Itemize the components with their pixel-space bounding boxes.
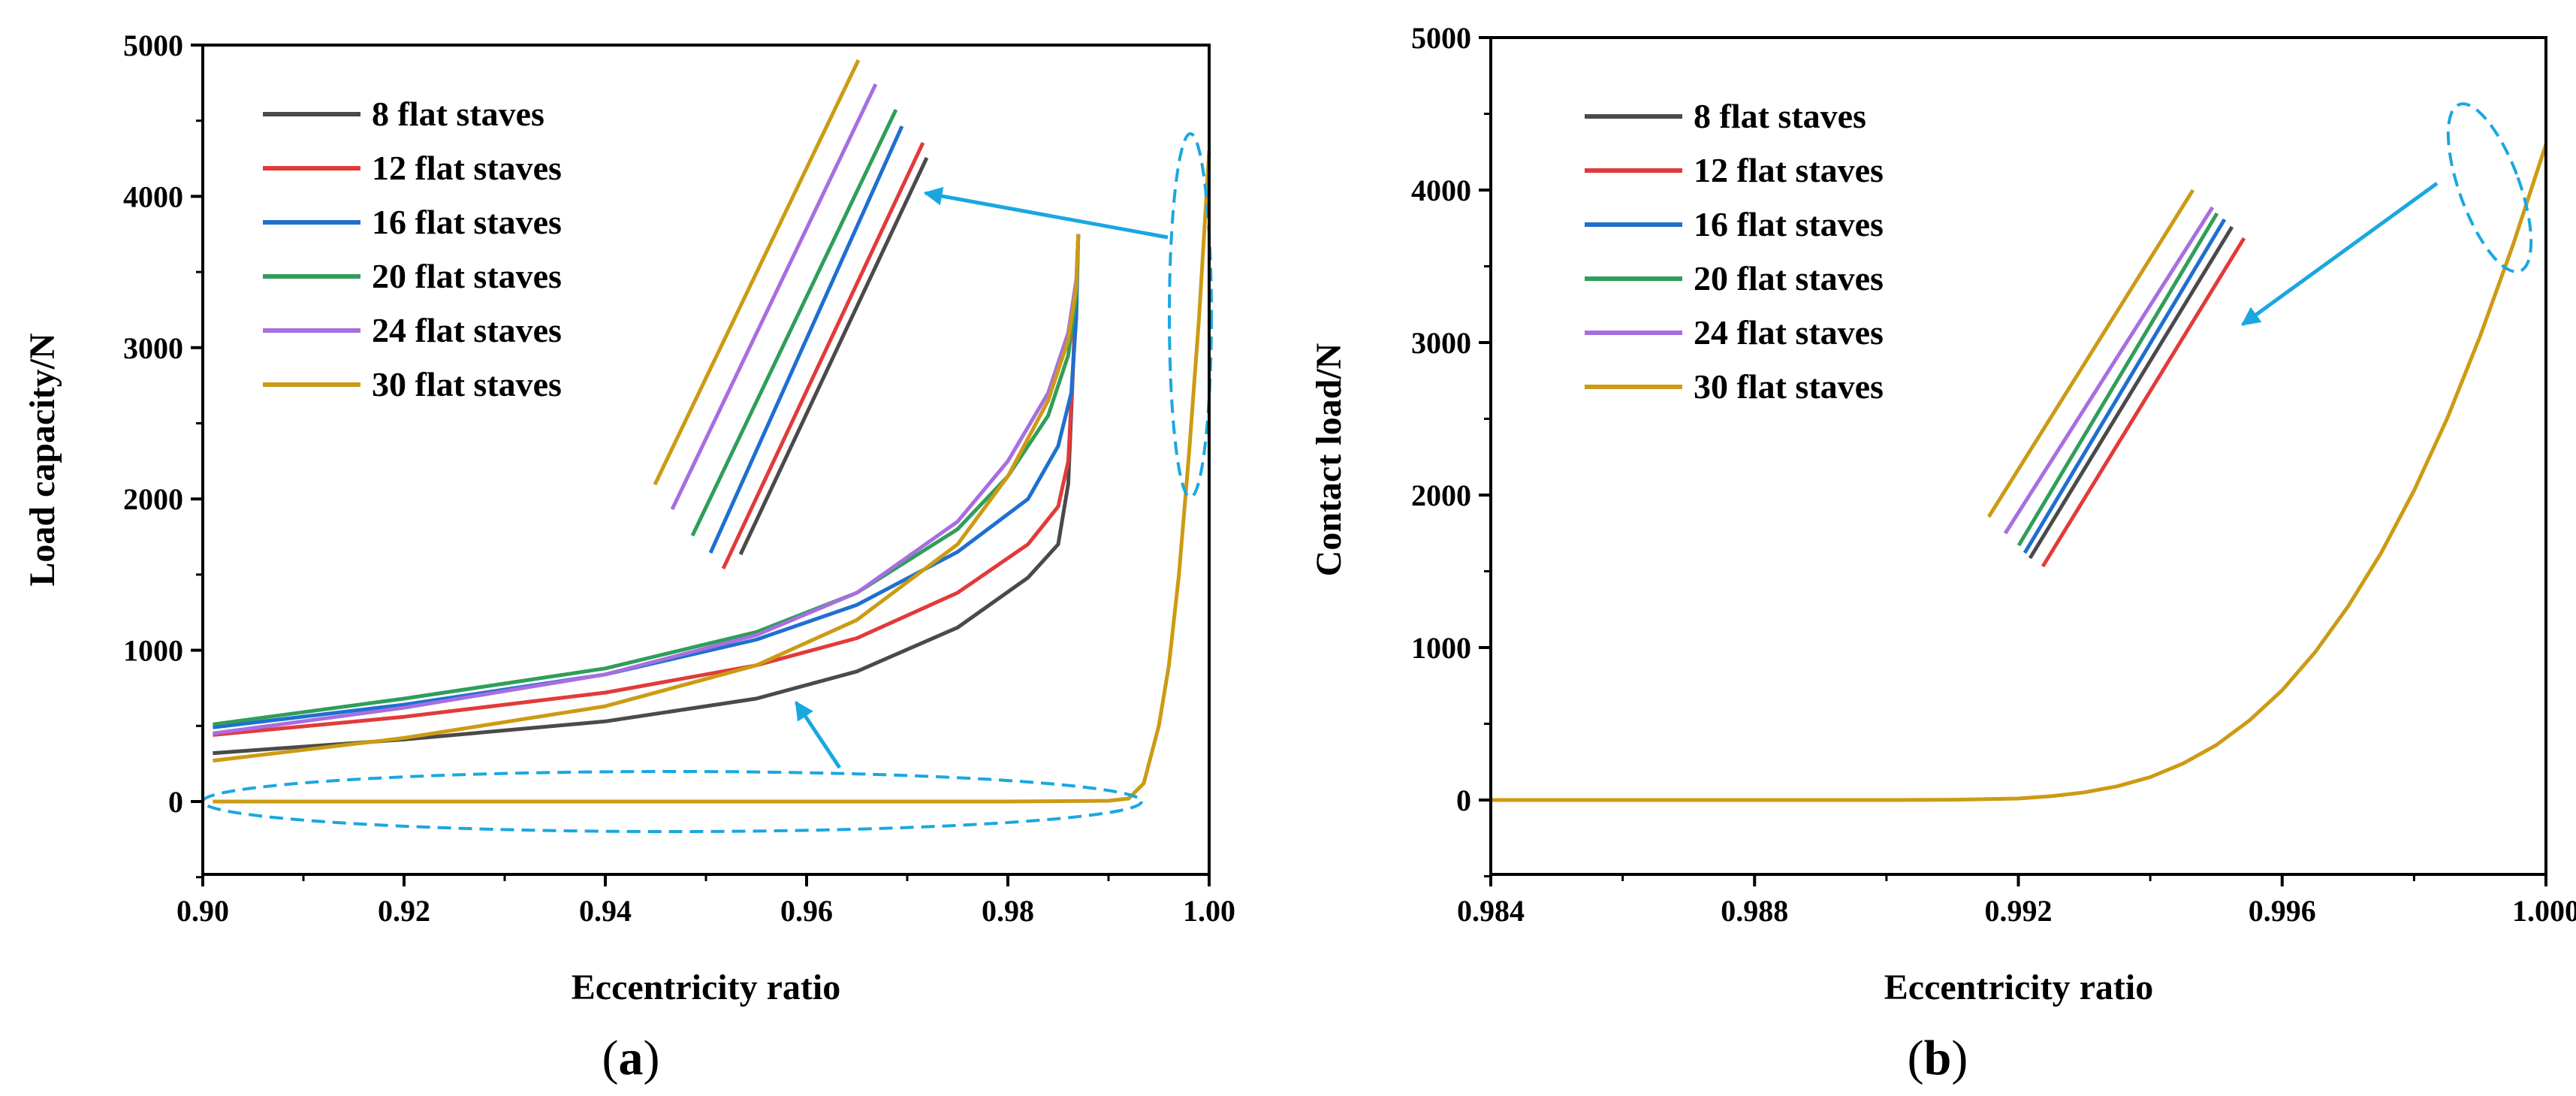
x-tick-label: 1.00	[1183, 894, 1235, 928]
y-tick-label: 5000	[1411, 21, 1471, 55]
x-tick-label: 1.000	[2512, 894, 2576, 928]
x-tick-label: 0.92	[378, 894, 430, 928]
panel-a-y-axis-title: Load capacity/N	[23, 333, 62, 587]
y-tick-label: 2000	[123, 482, 183, 516]
panel-a-label: (a)	[602, 1031, 660, 1085]
panel-b-inset	[1986, 189, 2246, 568]
legend-label-8-flat-staves: 8 flat staves	[1694, 97, 1866, 135]
legend-label-30-flat-staves: 30 flat staves	[1694, 367, 1884, 406]
x-tick-label: 0.984	[1457, 894, 1525, 928]
legend-label-16-flat-staves: 16 flat staves	[1694, 205, 1884, 243]
x-tick-label: 0.90	[176, 894, 229, 928]
inset-line-8-flat-staves	[738, 156, 929, 556]
highlight-ellipse-right	[1168, 132, 1213, 499]
inset-line-30-flat-staves	[1986, 189, 2195, 518]
panel-a-letter: a	[619, 1031, 644, 1085]
series-line-contact-load	[213, 150, 1211, 804]
x-tick-label: 0.988	[1721, 894, 1788, 928]
panel-a-inset	[653, 59, 929, 570]
series-line-20-flat-staves	[213, 234, 1081, 726]
inset-line-20-flat-staves	[690, 108, 898, 537]
inset-line-24-flat-staves	[670, 83, 878, 511]
panel-b-curves	[1491, 143, 2548, 802]
y-tick-label: 2000	[1411, 479, 1471, 512]
y-tick-label: 4000	[1411, 174, 1471, 207]
y-tick-label: 3000	[1411, 326, 1471, 360]
annotation-arrow-right	[923, 186, 1169, 240]
x-tick-label: 0.96	[780, 894, 833, 928]
inset-line-16-flat-staves	[708, 125, 904, 554]
x-tick-label: 0.98	[982, 894, 1034, 928]
chart-panel-a: 0.90 0.92 0.94 0.96 0.98 1.00 0 1000 2000 3000 400…	[23, 29, 1235, 1085]
series-line-8-flat-staves	[213, 234, 1081, 756]
chart-panel-b: 0.984 0.988 0.992 0.996 1.000 0 1000 2000 3000 40…	[1309, 21, 2576, 1085]
inset-line-24-flat-staves	[2003, 206, 2215, 535]
annotation-arrow-bottom	[794, 700, 842, 769]
y-tick-label: 4000	[123, 180, 183, 213]
panel-b-legend: 8 flat staves 12 flat staves 16 flat stave…	[1585, 97, 1884, 406]
highlight-ellipse-bottom	[201, 770, 1143, 833]
inset-line-20-flat-staves	[2016, 212, 2219, 547]
inset-line-16-flat-staves	[2022, 218, 2227, 554]
legend-label-12-flat-staves: 12 flat staves	[372, 149, 562, 187]
series-line-30-flat-staves	[1491, 143, 2548, 802]
y-tick-label: 3000	[123, 331, 183, 365]
panel-b-x-axis-title: Eccentricity ratio	[1884, 968, 2154, 1007]
legend-label-24-flat-staves: 24 flat staves	[1694, 313, 1884, 352]
y-tick-label: 1000	[123, 634, 183, 668]
inset-line-12-flat-staves	[2041, 237, 2246, 568]
y-tick-label: 1000	[1411, 631, 1471, 665]
legend-label-8-flat-staves: 8 flat staves	[372, 95, 544, 133]
x-tick-label: 0.996	[2249, 894, 2316, 928]
series-line-12-flat-staves	[213, 234, 1081, 737]
legend-label-16-flat-staves: 16 flat staves	[372, 203, 562, 241]
y-tick-label: 0	[168, 785, 183, 819]
panel-a-curves	[213, 150, 1211, 804]
panel-b-y-axis-title: Contact load/N	[1309, 343, 1349, 576]
x-tick-label: 0.94	[579, 894, 632, 928]
legend-label-20-flat-staves: 20 flat staves	[372, 257, 562, 295]
y-tick-label: 0	[1456, 784, 1471, 817]
legend-label-24-flat-staves: 24 flat staves	[372, 311, 562, 349]
legend-label-12-flat-staves: 12 flat staves	[1694, 151, 1884, 189]
series-line-16-flat-staves	[213, 234, 1081, 729]
inset-line-12-flat-staves	[721, 141, 925, 570]
legend-label-30-flat-staves: 30 flat staves	[372, 365, 562, 403]
inset-line-30-flat-staves	[653, 59, 861, 486]
x-tick-label: 0.992	[1985, 894, 2053, 928]
legend-label-20-flat-staves: 20 flat staves	[1694, 259, 1884, 297]
inset-line-8-flat-staves	[2028, 225, 2234, 560]
y-tick-label: 5000	[123, 29, 183, 62]
annotation-arrow-end	[2240, 181, 2439, 327]
panel-b-axes: 0.984 0.988 0.992 0.996 1.000 0 1000 2000 3000 40…	[1411, 21, 2576, 928]
panel-b-letter: b	[1924, 1031, 1952, 1085]
panel-b-label: (b)	[1908, 1031, 1968, 1085]
series-line-30-flat-staves	[213, 234, 1081, 763]
panel-a-legend: 8 flat staves 12 flat staves 16 flat stave…	[263, 95, 562, 403]
panel-a-x-axis-title: Eccentricity ratio	[572, 968, 841, 1007]
panel-a-axes: 0.90 0.92 0.94 0.96 0.98 1.00 0 1000 2000 3000 400…	[123, 29, 1235, 928]
panel-b-plot-frame	[1489, 36, 2547, 876]
